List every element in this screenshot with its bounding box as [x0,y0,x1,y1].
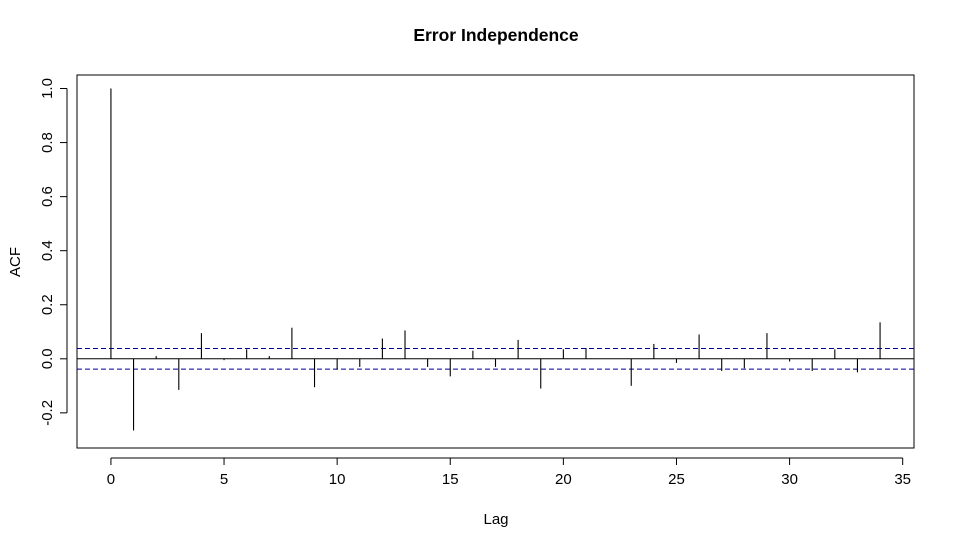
y-tick-label: 0.2 [39,294,56,315]
y-tick-label: 0.8 [39,132,56,153]
y-tick-label: 0.6 [39,186,56,207]
x-tick-label: 10 [329,471,346,488]
x-tick-label: 30 [781,471,798,488]
x-tick-label: 20 [555,471,572,488]
x-tick-label: 35 [894,471,911,488]
plot-area [77,88,914,431]
x-tick-label: 25 [668,471,685,488]
y-tick-label: 0.4 [39,240,56,261]
y-tick-label: 1.0 [39,78,56,99]
y-tick-label: -0.2 [39,400,56,426]
y-axis-label: ACF [7,247,24,277]
x-tick-label: 0 [107,471,115,488]
plot-frame [76,74,915,449]
x-axis: 0 5 10 15 20 25 30 35 [107,457,911,488]
x-axis-label: Lag [483,511,508,528]
chart-title: Error Independence [413,25,579,45]
x-tick-label: 15 [442,471,459,488]
x-tick-label: 5 [220,471,228,488]
y-tick-label: 0.0 [39,348,56,369]
y-axis: -0.2 0.0 0.2 0.4 0.6 0.8 1.0 [39,78,68,426]
